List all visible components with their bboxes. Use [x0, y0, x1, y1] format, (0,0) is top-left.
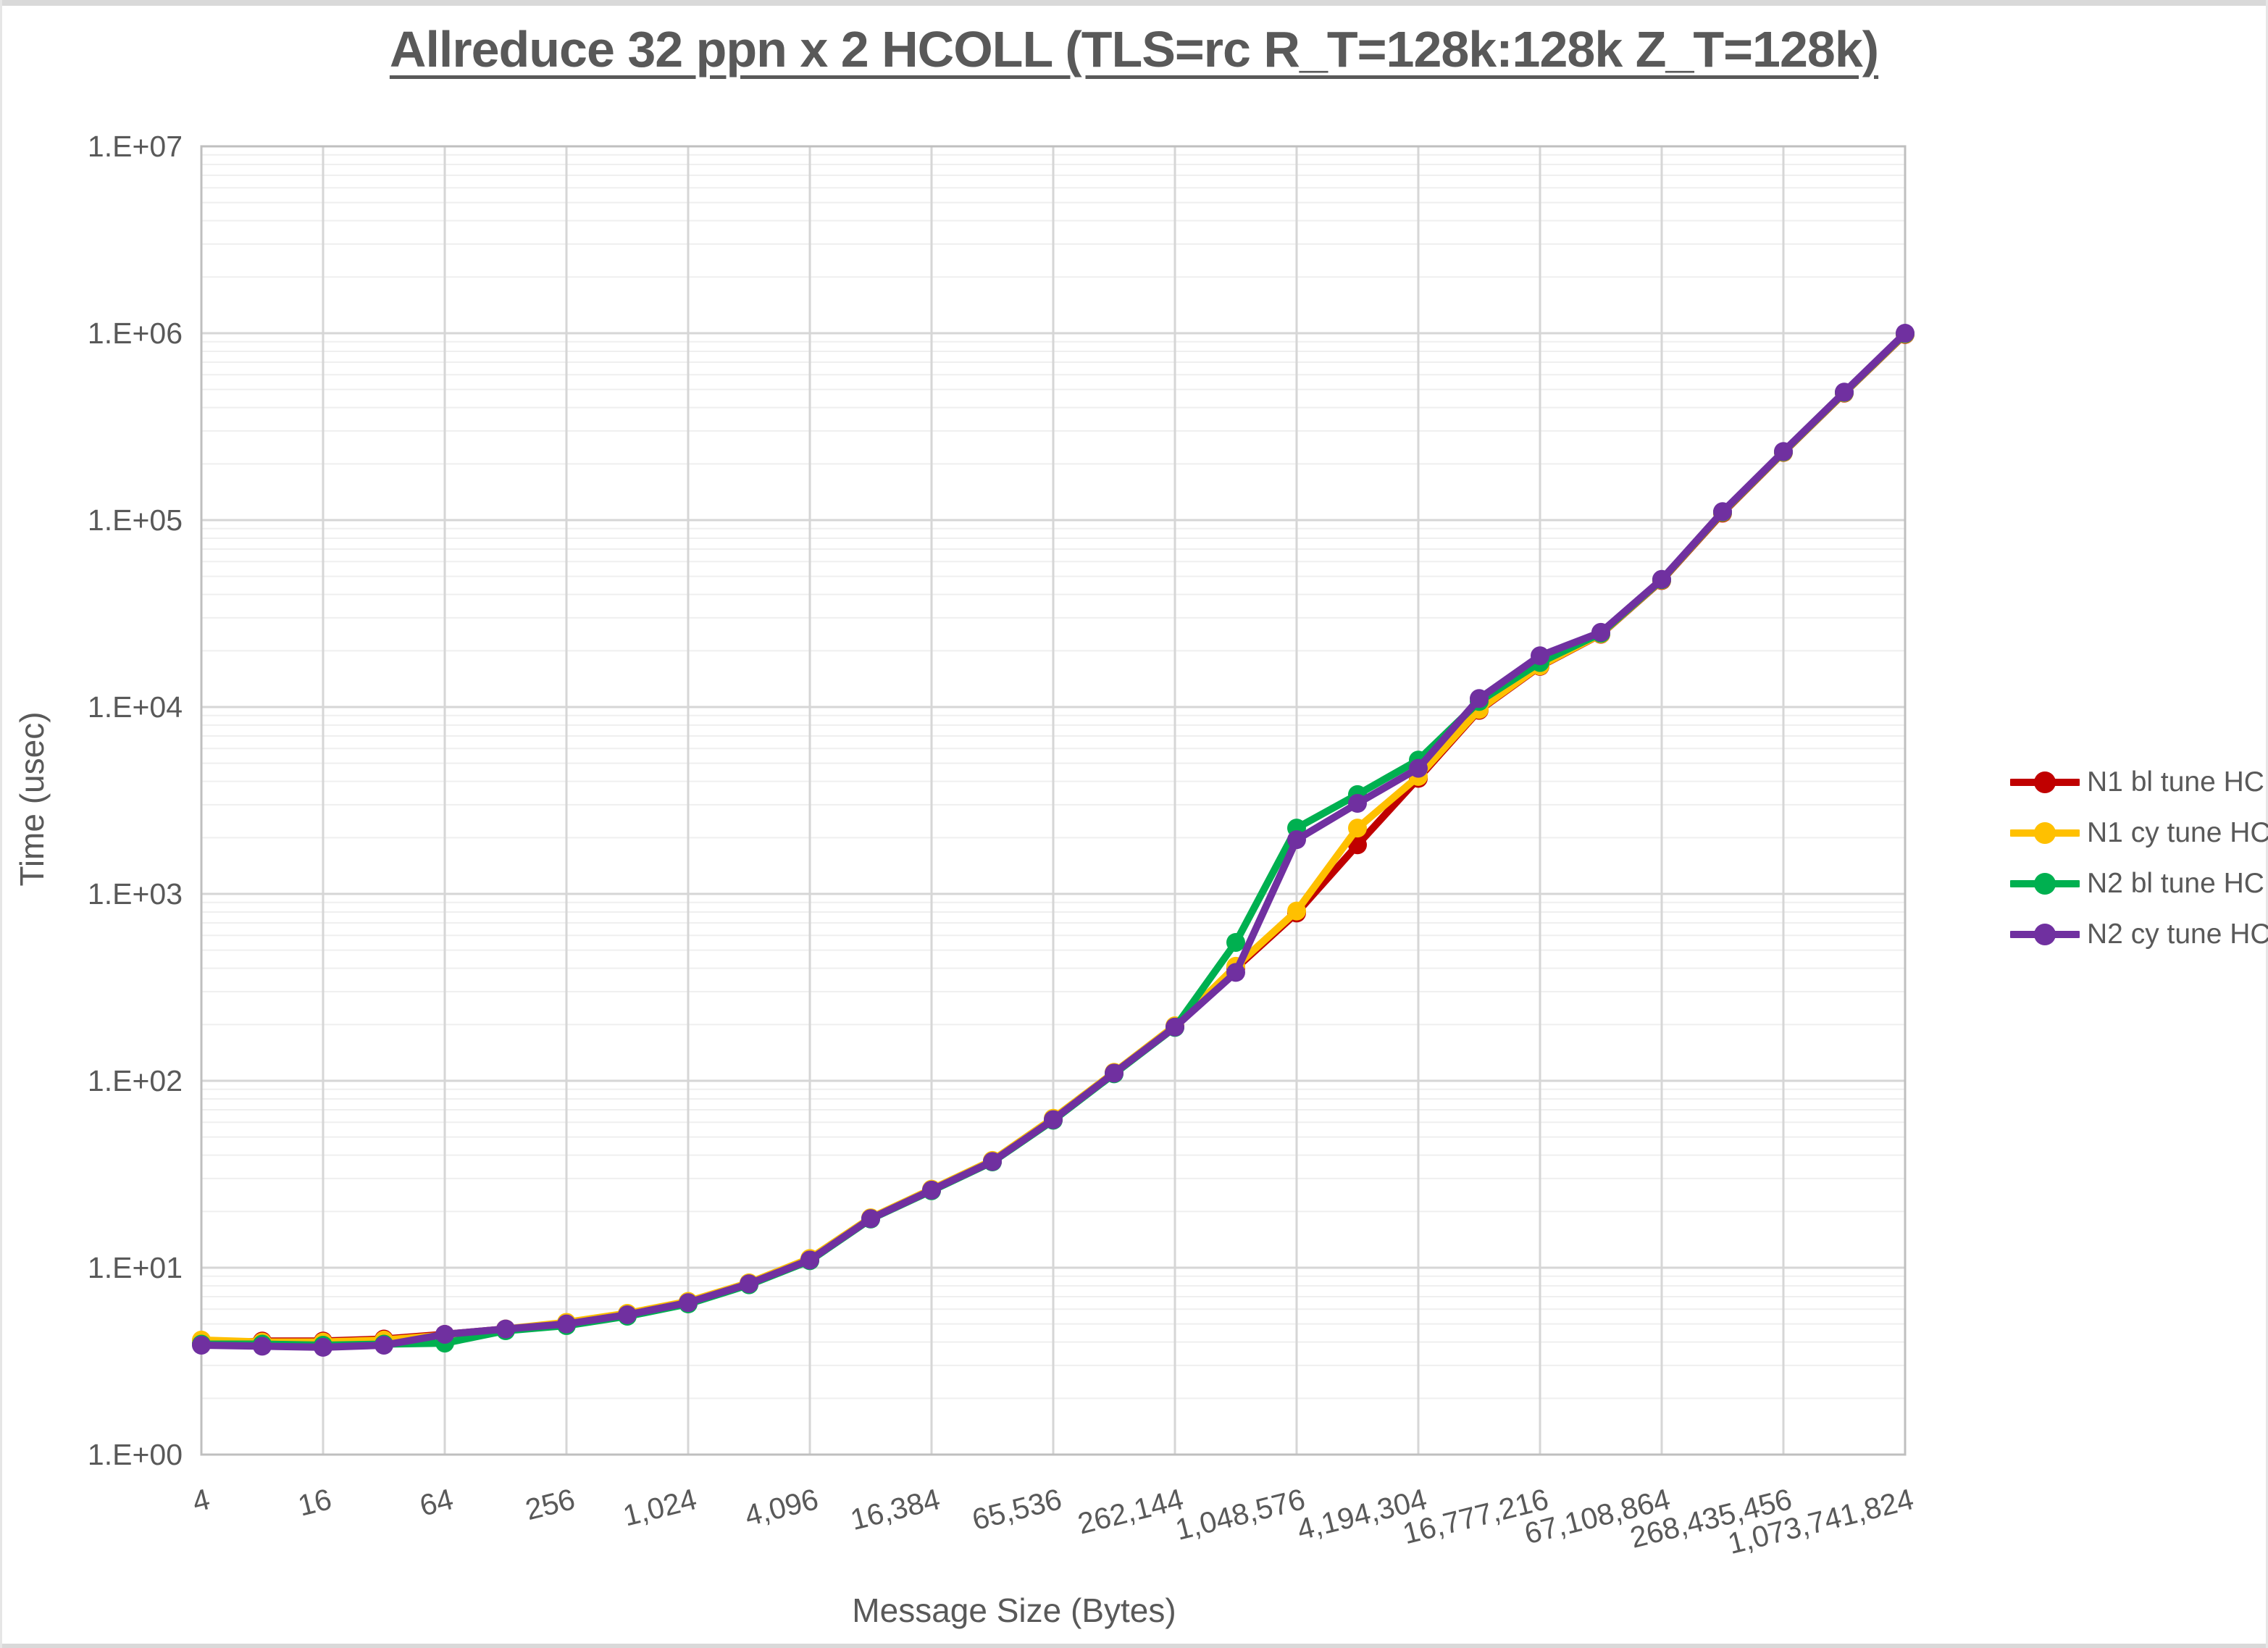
legend-item-label: N1 cy tune HC [2087, 817, 2268, 848]
data-point-marker [374, 1335, 393, 1355]
legend-marker-dot [2034, 924, 2056, 945]
data-point-marker [1652, 569, 1671, 589]
data-point-marker [1470, 689, 1489, 708]
window-left-edge [0, 0, 2, 1648]
y-tick-label: 1.E+00 [88, 1438, 183, 1471]
y-tick-label: 1.E+07 [88, 130, 183, 163]
data-point-marker [314, 1337, 332, 1357]
data-point-marker [679, 1293, 698, 1313]
x-tick-label: 16 [295, 1482, 335, 1523]
x-tick-label: 1,048,576 [1172, 1482, 1308, 1547]
y-axis-title: Time (usec) [13, 711, 51, 887]
line-marker-icon [2010, 924, 2080, 945]
legend-item-label: N2 cy tune HC [2087, 919, 2268, 950]
legend-item-n2-cy-tune-hc[interactable]: N2 cy tune HC [2010, 919, 2268, 950]
x-tick-label: 64 [417, 1482, 456, 1523]
data-point-marker [1713, 502, 1732, 522]
data-point-marker [983, 1152, 1002, 1171]
y-tick-label: 1.E+01 [88, 1251, 183, 1284]
data-point-marker [922, 1180, 941, 1200]
window-top-edge [0, 0, 2268, 6]
legend-item-n2-bl-tune-hc[interactable]: N2 bl tune HC [2010, 868, 2268, 900]
legend-item-n1-cy-tune-hc[interactable]: N1 cy tune HC [2010, 817, 2268, 849]
data-point-marker [1774, 442, 1793, 461]
y-tick-label: 1.E+02 [88, 1064, 183, 1097]
data-point-marker [1835, 382, 1854, 402]
legend-item-n1-bl-tune-hc[interactable]: N1 bl tune HC [2010, 766, 2268, 798]
data-point-marker [435, 1324, 454, 1344]
data-point-marker [1287, 901, 1306, 921]
data-point-marker [1166, 1017, 1184, 1037]
window-right-edge [2266, 0, 2268, 1648]
line-marker-icon [2010, 873, 2080, 895]
data-point-marker [496, 1319, 515, 1339]
x-tick-label: 256 [522, 1482, 579, 1526]
legend-marker-dot [2034, 771, 2056, 793]
legend-marker-dot [2034, 822, 2056, 844]
data-point-marker [1591, 622, 1610, 642]
y-tick-label: 1.E+03 [88, 877, 183, 911]
data-point-marker [1226, 932, 1245, 952]
data-point-marker [1226, 963, 1245, 982]
chart-title: Allreduce 32 ppn x 2 HCOLL (TLS=rc R_T=1… [389, 21, 1879, 78]
line-marker-icon [2010, 771, 2080, 793]
x-tick-label: 1,024 [619, 1482, 700, 1532]
y-tick-label: 1.E+05 [88, 503, 183, 537]
x-tick-label: 65,536 [968, 1482, 1065, 1536]
x-axis-title: Message Size (Bytes) [852, 1591, 1176, 1629]
legend: N1 bl tune HC N1 cy tune HC N2 bl tune H… [2010, 766, 2268, 950]
data-point-marker [1287, 830, 1306, 850]
y-tick-label: 1.E+04 [88, 690, 183, 724]
window-bottom-edge [0, 1644, 2268, 1648]
line-marker-icon [2010, 822, 2080, 844]
x-tick-label: 4 [189, 1482, 213, 1518]
data-point-marker [1348, 794, 1367, 813]
data-point-marker [618, 1305, 637, 1324]
legend-item-label: N2 bl tune HC [2087, 868, 2264, 899]
data-point-marker [1409, 758, 1428, 778]
data-point-marker [740, 1274, 758, 1294]
y-tick-label: 1.E+06 [88, 317, 183, 350]
data-point-marker [1348, 819, 1367, 838]
legend-marker-dot [2034, 873, 2056, 895]
data-point-marker [861, 1209, 880, 1229]
data-point-marker [1896, 324, 1915, 343]
data-point-marker [557, 1314, 576, 1334]
data-point-marker [800, 1250, 819, 1270]
data-point-marker [1105, 1063, 1123, 1083]
legend-item-label: N1 bl tune HC [2087, 766, 2264, 798]
data-point-marker [253, 1337, 272, 1356]
x-tick-label: 16,384 [847, 1482, 943, 1536]
x-tick-label: 4,096 [741, 1482, 821, 1532]
x-tick-label: 262,144 [1074, 1482, 1187, 1540]
plot-border [200, 145, 1907, 1456]
series-n2-cy-tune-hc[interactable] [192, 324, 1915, 1357]
data-point-marker [1531, 646, 1549, 666]
data-point-marker [192, 1335, 211, 1355]
data-point-marker [1044, 1110, 1063, 1129]
